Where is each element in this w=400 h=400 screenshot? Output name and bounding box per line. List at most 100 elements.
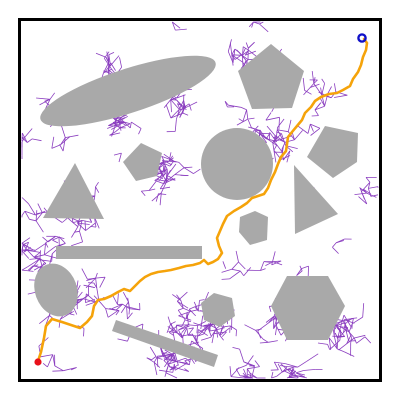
tree-edge: [327, 344, 331, 350]
tree-edge: [160, 181, 168, 193]
tree-edge: [334, 83, 337, 92]
tree-edge: [42, 362, 48, 368]
tree-edge: [82, 220, 92, 223]
tree-edge: [229, 325, 237, 331]
tree-edge: [362, 303, 365, 318]
tree-edge: [77, 222, 86, 231]
tree-edge: [288, 377, 298, 379]
tree-edge: [286, 150, 291, 163]
tree-edge: [54, 365, 64, 372]
tree-edge: [59, 313, 70, 320]
tree-edge: [183, 307, 191, 312]
obstacle-hexagon-large: [271, 276, 345, 340]
tree-edge: [276, 131, 282, 134]
tree-edge: [169, 324, 179, 333]
tree-edge: [244, 50, 257, 56]
tree-edge: [128, 308, 130, 315]
goal-marker-icon: [357, 33, 367, 43]
tree-edge: [118, 120, 122, 131]
tree-edge: [277, 129, 289, 133]
tree-edge: [370, 194, 379, 197]
tree-edge: [238, 261, 246, 270]
tree-edge: [153, 362, 161, 368]
tree-edge: [167, 163, 177, 176]
tree-edge: [340, 326, 350, 333]
tree-edge: [34, 242, 47, 252]
tree-edge: [59, 144, 64, 152]
tree-edge: [287, 119, 292, 132]
tree-edge: [281, 133, 286, 146]
obstacle-ellipse-small: [34, 263, 78, 317]
tree-edge: [35, 210, 38, 221]
tree-edge: [176, 109, 180, 120]
tree-edge: [260, 268, 266, 271]
tree-edge: [155, 193, 159, 202]
tree-edge: [44, 99, 51, 110]
tree-edge: [127, 297, 130, 309]
tree-edge: [84, 220, 86, 231]
tree-edge: [241, 47, 246, 56]
tree-edge: [123, 121, 131, 125]
tree-edge: [109, 132, 121, 136]
tree-edge: [221, 331, 227, 337]
tree-edge: [21, 137, 28, 143]
tree-edge: [297, 125, 309, 134]
tree-edge: [72, 220, 83, 223]
tree-edge: [264, 137, 277, 146]
tree-edge: [348, 323, 353, 333]
tree-edge: [94, 186, 96, 197]
tree-edge: [184, 166, 193, 169]
tree-edge: [27, 259, 39, 268]
tree-edge: [216, 327, 225, 331]
tree-edge: [306, 353, 319, 362]
tree-edge: [243, 267, 252, 276]
tree-edge: [55, 235, 65, 239]
tree-edge: [239, 270, 245, 276]
tree-edge: [169, 159, 179, 163]
tree-edge: [172, 363, 175, 373]
tree-edge: [175, 28, 187, 31]
tree-edge: [239, 348, 245, 363]
tree-edge: [238, 51, 248, 62]
tree-edge: [163, 165, 165, 173]
tree-edge: [286, 374, 294, 379]
obstacle-ellipse-large: [40, 55, 216, 127]
tree-edge: [287, 366, 294, 370]
tree-edge: [289, 368, 299, 379]
tree-edge: [103, 68, 112, 74]
tree-edge: [23, 242, 29, 253]
tree-edge: [259, 23, 269, 33]
tree-edge: [65, 134, 79, 138]
tree-edge: [35, 212, 43, 222]
tree-edge: [44, 254, 58, 259]
tree-edge: [117, 293, 119, 305]
tree-edge: [277, 118, 285, 128]
tree-edge: [190, 309, 198, 312]
tree-edge: [174, 353, 179, 366]
tree-edge: [363, 188, 372, 195]
tree-edge: [271, 371, 274, 379]
tree-edge: [257, 330, 262, 339]
tree-edge: [28, 203, 36, 216]
tree-edge: [111, 125, 119, 130]
tree-edge: [234, 48, 240, 53]
solution-path: [36, 37, 369, 363]
tree-edge: [154, 172, 167, 181]
tree-edge: [359, 188, 365, 200]
tree-edge: [219, 325, 225, 336]
tree-edge: [301, 265, 309, 269]
tree-edge: [328, 337, 332, 350]
tree-edge: [166, 178, 176, 181]
tree-edge: [21, 250, 30, 259]
obstacle-bar-diagonal: [112, 320, 218, 367]
tree-edge: [221, 268, 232, 273]
tree-edge: [333, 335, 338, 349]
tree-edge: [129, 122, 132, 128]
tree-edge: [172, 21, 181, 29]
tree-edge: [174, 167, 185, 175]
tree-edge: [185, 309, 191, 319]
tree-edge: [254, 130, 267, 140]
tree-edge: [165, 160, 177, 163]
tree-edge: [234, 55, 241, 60]
tree-edge: [242, 109, 247, 122]
